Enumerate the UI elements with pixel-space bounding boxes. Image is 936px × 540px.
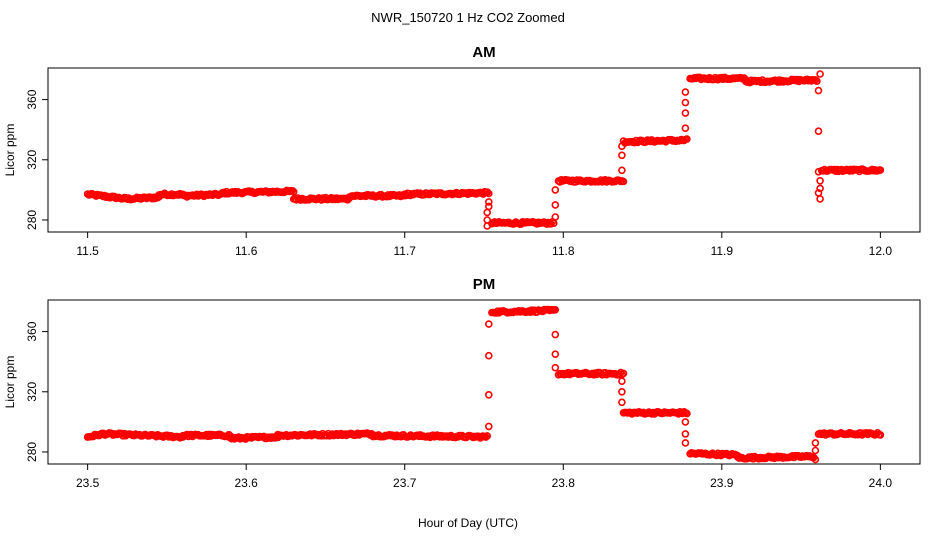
data-point [551,201,560,209]
panel-title: PM [473,276,496,293]
data-point [811,76,820,84]
data-point [681,418,690,426]
data-point [484,198,493,206]
data-point [618,142,626,150]
data-point [618,166,626,175]
y-tick-label: 360 [25,89,39,109]
x-tick-label: 23.6 [235,476,259,490]
y-tick-label: 280 [25,210,39,230]
x-axis-label: Hour of Day (UTC) [418,516,518,530]
data-point [681,98,690,107]
data-point [814,168,823,176]
data-point [551,213,560,221]
data-point [483,222,492,230]
data-point [483,188,492,196]
data-point [618,377,626,386]
x-tick-label: 23.7 [393,476,417,490]
data-point [481,433,490,441]
data-point [681,109,690,117]
data-point [816,184,824,193]
data-point [811,439,820,447]
plot-frame [47,67,921,233]
y-tick-label: 360 [25,321,39,341]
panel-title: AM [472,44,495,61]
data-points [83,305,885,464]
data-point [551,305,560,314]
data-point [681,88,690,96]
data-point [876,166,885,174]
data-point [814,86,823,95]
data-point [816,195,824,203]
data-point [484,320,493,328]
data-point [484,390,493,399]
y-axis-label: Licor ppm [3,124,17,177]
data-point [483,216,492,224]
data-point [551,186,560,194]
data-point [872,430,880,439]
data-point [484,189,493,198]
x-tick-label: 11.6 [235,244,258,258]
data-point [681,430,690,438]
data-point [484,422,493,431]
x-tick-label: 11.7 [393,244,416,258]
data-point [816,177,824,185]
x-tick-label: 11.8 [552,244,575,258]
data-point [618,387,626,396]
data-point [484,202,493,211]
x-tick-label: 24.0 [869,476,893,490]
panel-pm: PM Licor ppm 23.5 23.6 23.7 23.8 23.9 24.0 280 32… [3,276,921,490]
data-point [618,398,626,407]
y-tick-label: 320 [25,381,39,401]
x-tick-label: 23.8 [552,476,576,490]
data-point [551,330,560,339]
data-point [619,369,628,378]
x-tick-label: 23.9 [710,476,734,490]
figure-title: NWR_150720 1 Hz CO2 Zoomed [371,10,565,25]
data-point [484,351,493,360]
data-point [619,177,628,186]
x-tick-label: 23.5 [76,476,100,490]
data-point [681,124,690,132]
data-point [551,363,560,372]
plot-frame [47,299,921,465]
data-point [876,431,885,439]
data-point [811,446,820,455]
data-point [816,70,824,78]
x-tick-label: 11.9 [711,244,734,258]
data-point [289,188,298,196]
data-point [681,439,690,447]
data-point [618,151,626,160]
y-axis-label: Licor ppm [3,356,17,409]
x-tick-label: 12.0 [869,244,893,258]
data-point [483,432,492,440]
data-point [551,350,560,359]
x-tick-label: 11.5 [76,244,99,258]
y-tick-label: 280 [25,442,39,462]
data-point [683,135,691,143]
data-point [483,208,492,217]
panel-am: AM Licor ppm 11.5 11.6 11.7 11.8 11.9 12.0 280 32… [3,44,921,258]
data-points [83,70,885,230]
y-tick-label: 320 [25,149,39,169]
data-point [814,127,823,135]
data-point [813,77,821,85]
data-point [683,409,691,418]
data-point [811,455,820,464]
